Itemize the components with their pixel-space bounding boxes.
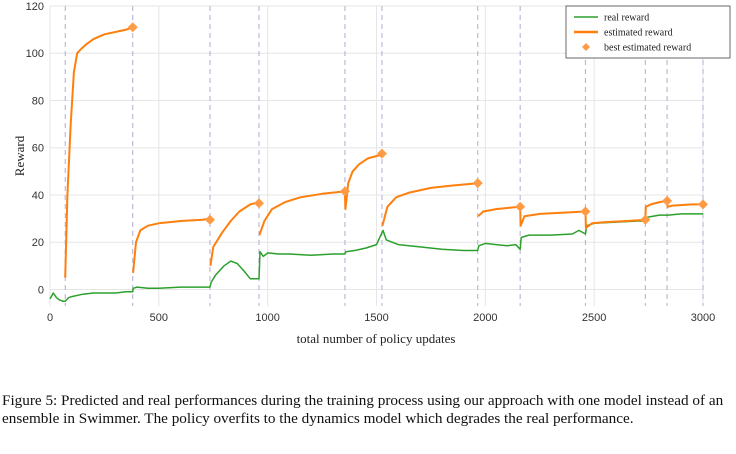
x-tick-label: 1000: [255, 312, 279, 324]
series-lines: [49, 26, 703, 303]
figure-caption: Figure 5: Predicted and real performance…: [2, 392, 724, 427]
legend-label-real: real reward: [604, 13, 649, 24]
real-reward-line: [49, 213, 703, 303]
best-estimate-point: [472, 178, 483, 189]
y-tick-label: 120: [26, 1, 44, 13]
legend: real reward estimated reward best estima…: [565, 5, 731, 59]
best-estimate-point: [662, 195, 673, 206]
best-estimate-point: [640, 214, 651, 225]
grid: [49, 5, 704, 306]
x-tick-label: 1500: [364, 312, 388, 324]
best-estimate-point: [580, 206, 591, 217]
x-tick-label: 500: [150, 312, 168, 324]
y-tick-label: 80: [32, 95, 44, 107]
best-estimate-point: [339, 186, 350, 197]
legend-swatch-best-icon: [582, 43, 590, 51]
best-estimate-point: [376, 148, 387, 159]
estimated-reward-line: [64, 26, 703, 278]
y-tick-label: 20: [32, 237, 44, 249]
best-estimate-point: [698, 199, 708, 210]
x-tick-label: 2500: [582, 312, 606, 324]
y-tick-label: 40: [32, 190, 44, 202]
x-tick-label: 2000: [473, 312, 497, 324]
best-estimate-markers: [127, 22, 708, 225]
tick-labels: 0 20 40 60 80 100 120 0 500 1000 1500 2000 2500 3000: [26, 1, 716, 324]
y-tick-label: 60: [32, 143, 44, 155]
best-estimate-point: [204, 214, 215, 225]
x-tick-label: 3000: [691, 312, 715, 324]
x-axis-title: total number of policy updates: [297, 331, 456, 346]
best-estimate-point: [253, 198, 264, 209]
y-tick-label: 100: [26, 48, 44, 60]
y-tick-label: 0: [38, 284, 44, 296]
best-estimate-point: [127, 22, 138, 33]
legend-label-estimated: estimated reward: [604, 28, 673, 39]
legend-label-best: best estimated reward: [604, 43, 691, 54]
x-tick-label: 0: [47, 312, 53, 324]
best-estimate-point: [515, 201, 526, 212]
y-axis-title: Reward: [12, 135, 27, 176]
